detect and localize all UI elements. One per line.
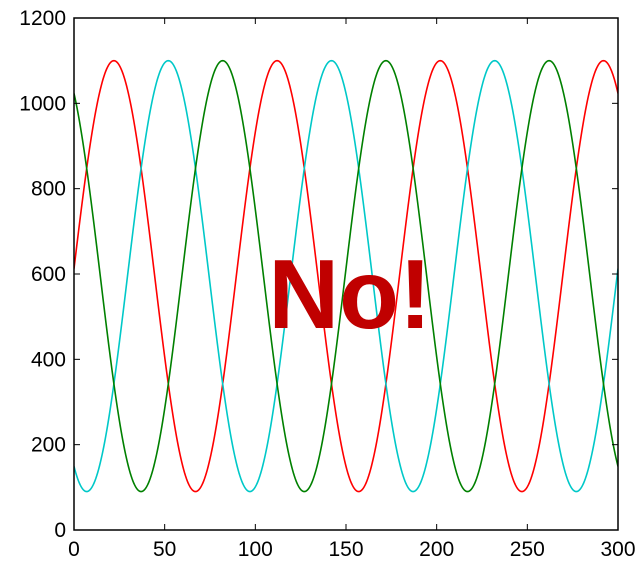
y-tick-label: 400 [31,348,66,371]
x-tick-label: 50 [153,538,176,561]
y-tick-label: 1000 [19,92,66,115]
x-axis-ticks: 0 50 100 150 200 250 300 [68,18,636,561]
x-tick-label: 250 [510,538,545,561]
series-line-1 [74,59,618,493]
y-tick-label: 1200 [19,7,66,30]
y-tick-label: 0 [54,519,66,542]
x-tick-label: 0 [68,538,80,561]
x-tick-label: 300 [600,538,635,561]
series-line-2 [74,59,618,493]
x-tick-label: 100 [238,538,273,561]
y-tick-label: 600 [31,263,66,286]
series-layer [74,59,618,493]
x-tick-label: 200 [419,538,454,561]
y-axis-ticks: 0 200 400 600 800 1000 1200 [19,7,618,542]
y-tick-label: 800 [31,178,66,201]
y-tick-label: 200 [31,434,66,457]
no-annotation: No! [268,239,431,349]
series-line-3 [74,59,618,493]
x-tick-label: 150 [328,538,363,561]
